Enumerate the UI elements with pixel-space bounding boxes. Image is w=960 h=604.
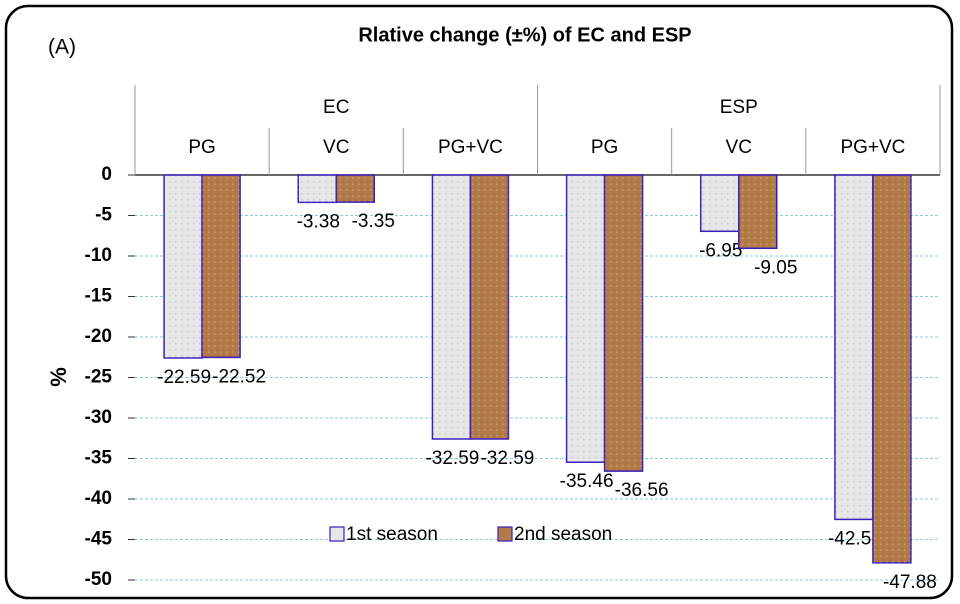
bar-texture xyxy=(738,175,777,249)
data-label: -35.46 xyxy=(560,471,614,492)
data-label: -9.05 xyxy=(754,257,797,278)
y-tick-label: 0 xyxy=(101,164,112,185)
y-tick-label: -30 xyxy=(85,407,112,428)
bar-texture xyxy=(834,175,873,520)
bar-texture xyxy=(432,175,471,439)
data-label: -47.88 xyxy=(883,572,937,593)
x-tick-label: PG+VC xyxy=(438,137,503,158)
x-tick-label: PG xyxy=(591,137,618,158)
data-label: -22.59 xyxy=(157,367,211,388)
bar-texture xyxy=(700,175,739,232)
y-tick-label: -10 xyxy=(85,245,112,266)
data-label: -3.35 xyxy=(352,211,395,232)
legend-label: 2nd season xyxy=(514,524,612,545)
annotation: (A) xyxy=(48,36,76,59)
x-tick-label: PG+VC xyxy=(840,137,905,158)
y-tick-label: -25 xyxy=(85,367,113,388)
chart-title: Rlative change (±%) of EC and ESP xyxy=(358,24,691,46)
x-tick-label: PG xyxy=(188,137,215,158)
y-tick-label: -5 xyxy=(95,205,112,226)
data-label: -32.59 xyxy=(425,448,479,469)
data-label: -22.52 xyxy=(212,366,266,387)
bar-texture xyxy=(604,175,643,472)
group-label: EC xyxy=(323,97,349,118)
y-tick-label: -50 xyxy=(85,569,112,590)
bar-texture xyxy=(298,175,337,203)
data-label: -36.56 xyxy=(615,480,669,501)
legend-swatch xyxy=(329,526,345,542)
y-tick-label: -15 xyxy=(85,286,113,307)
bar-texture xyxy=(566,175,605,463)
x-tick-label: VC xyxy=(323,137,349,158)
bar-texture xyxy=(872,175,911,563)
y-tick-label: -45 xyxy=(85,529,113,550)
y-tick-label: -20 xyxy=(85,326,112,347)
bar-texture xyxy=(202,175,241,358)
data-label: -42.52 xyxy=(828,528,882,549)
data-label: -6.95 xyxy=(699,240,742,261)
group-label: ESP xyxy=(720,97,758,118)
bar-texture xyxy=(470,175,509,439)
data-label: -3.38 xyxy=(297,211,340,232)
y-tick-label: -40 xyxy=(85,488,112,509)
legend-label: 1st season xyxy=(346,524,438,545)
y-tick-label: -35 xyxy=(85,448,113,469)
bar-texture xyxy=(336,175,375,203)
data-label: -32.59 xyxy=(480,448,534,469)
y-axis-label: % xyxy=(46,367,71,387)
bar-texture xyxy=(164,175,203,358)
legend-swatch xyxy=(497,526,513,542)
x-tick-label: VC xyxy=(726,137,752,158)
